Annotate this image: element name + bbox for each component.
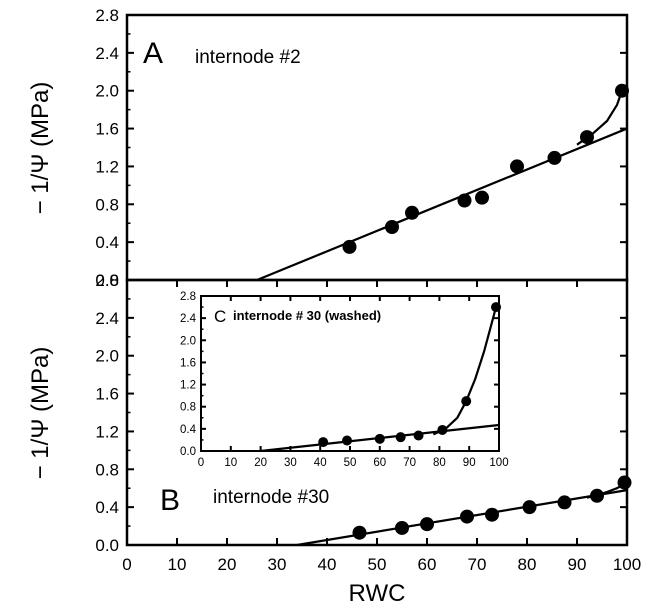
panel-a-data-point	[615, 83, 629, 98]
panel-b-y-axis-title: − 1/Ψ (MPa)	[27, 347, 54, 480]
panel-b-y-tick-label: 0.4	[95, 498, 119, 517]
panel-b-x-tick-label: 40	[318, 555, 337, 574]
panel-b-x-tick-label: 0	[122, 555, 131, 574]
panel-c-y-tick-label: 1.6	[180, 357, 196, 369]
panel-b-x-tick-label: 90	[568, 555, 587, 574]
panel-a-y-tick-label: 2.8	[95, 6, 119, 25]
panel-a-data-point	[547, 150, 562, 165]
panel-a-points	[342, 83, 629, 254]
panel-c-points	[318, 302, 502, 448]
panel-a: 0.0 0.4 0.8 1.2 1.6 2.0 2.4 2.8 A internode #2	[95, 6, 629, 290]
panel-b-points	[352, 475, 632, 540]
panel-c-y-tick-label: 2.0	[180, 335, 196, 347]
panel-b-data-point	[485, 507, 499, 522]
panel-b-data-point	[590, 488, 604, 503]
panel-b-y-tick-label: 2.8	[95, 271, 119, 290]
panel-b-data-point	[352, 525, 367, 540]
panel-b-title: internode #30	[213, 487, 329, 508]
panel-c-y-tick-label: 2.4	[180, 313, 197, 325]
panel-a-y-tick-label: 2.0	[95, 82, 119, 101]
panel-a-data-point	[475, 190, 489, 205]
panel-b-x-tick-label: 80	[518, 555, 537, 574]
panel-c-data-point	[342, 435, 353, 446]
panel-b-y-tick-label: 1.6	[95, 385, 119, 404]
panel-a-y-tick-label: 0.8	[95, 195, 119, 214]
panel-c-data-point	[413, 430, 424, 441]
panel-b-letter: B	[160, 484, 180, 517]
panel-a-data-point	[457, 193, 472, 208]
panel-b-x-tick-label: 10	[168, 555, 187, 574]
panel-c-x-tick-label: 30	[284, 457, 297, 469]
panel-b-y-tick-label: 0.0	[95, 536, 119, 555]
panel-b-x-tick-label: 100	[613, 555, 641, 574]
panel-c-x-tick-label: 40	[314, 457, 327, 469]
panel-a-lines	[256, 90, 628, 282]
panel-c-x-tick-label: 100	[489, 457, 508, 469]
x-axis-title: RWC	[349, 580, 406, 607]
panel-c-y-tick-label: 1.2	[180, 380, 196, 392]
panel-a-data-point	[342, 239, 357, 254]
panel-c-data-point	[395, 432, 406, 443]
panel-a-y-tick-label: 0.4	[95, 233, 119, 252]
panel-a-data-point	[580, 130, 594, 145]
panel-c-data-point	[318, 437, 329, 448]
panel-a-data-point	[405, 205, 419, 220]
panel-b-x-tick-label: 70	[468, 555, 487, 574]
panel-a-linear-fit	[256, 127, 628, 282]
panel-a-y-tick-label: 0.0	[95, 271, 119, 290]
panel-b-y-tick-label: 1.2	[95, 422, 119, 441]
panel-b-x-tick-label: 30	[268, 555, 287, 574]
panel-c-data-point	[437, 424, 448, 435]
panel-c-y-tick-label: 2.8	[180, 291, 196, 303]
panel-c-ticks: 0.0 0.4 0.8 1.2 1.6 2.0 2.4 2.8 0 10 20 30 40 50 60 70 8…	[180, 291, 509, 469]
panel-b-y-tick-label: 2.4	[95, 309, 119, 328]
panel-c-x-tick-label: 90	[463, 457, 476, 469]
panel-a-y-tick-label: 2.4	[95, 44, 119, 63]
panel-c-inset: 0.0 0.4 0.8 1.2 1.6 2.0 2.4 2.8 0 10 20 30 40 50 60 70 8…	[180, 291, 509, 469]
panel-b-data-point	[522, 500, 537, 515]
panel-a-ticks: 0.0 0.4 0.8 1.2 1.6 2.0 2.4 2.8	[95, 6, 627, 290]
panel-c-x-tick-label: 10	[224, 457, 237, 469]
panel-b: 0.0 0.4 0.8 1.2 1.6 2.0 2.4 2.8 0 10 20 30 40 50 60 70 8…	[95, 271, 641, 574]
panel-c-data-point	[461, 396, 472, 407]
panel-b-y-tick-label: 2.0	[95, 347, 119, 366]
panel-a-y-tick-label: 1.6	[95, 120, 119, 139]
panel-c-x-tick-label: 70	[403, 457, 416, 469]
panel-c-letter: C	[214, 307, 226, 326]
panel-a-y-tick-label: 1.2	[95, 157, 119, 176]
panel-c-y-tick-label: 0.8	[180, 402, 196, 414]
panel-c-y-tick-label: 0.4	[180, 424, 197, 436]
panel-b-y-tick-label: 0.8	[95, 460, 119, 479]
panel-b-data-point	[460, 509, 474, 524]
panel-b-data-point	[395, 520, 409, 535]
panel-c-x-tick-label: 0	[198, 457, 204, 469]
panel-a-data-point	[510, 159, 524, 174]
panel-a-title: internode #2	[195, 47, 301, 68]
panel-c-curve-fit	[432, 306, 498, 436]
panel-b-data-point	[420, 517, 434, 532]
panel-b-x-tick-label: 50	[368, 555, 387, 574]
panel-a-data-point	[385, 220, 399, 234]
panel-b-data-point	[617, 475, 632, 490]
panel-c-x-tick-label: 50	[344, 457, 357, 469]
panel-b-ticks: 0.0 0.4 0.8 1.2 1.6 2.0 2.4 2.8 0 10 20 30 40 50 60 70 8…	[95, 271, 641, 574]
panel-c-data-point	[491, 302, 502, 313]
panel-c-title: internode # 30 (washed)	[233, 308, 381, 323]
panel-b-data-point	[557, 495, 572, 510]
panel-c-x-tick-label: 60	[373, 457, 386, 469]
panel-c-data-point	[374, 433, 385, 444]
panel-c-x-tick-label: 20	[254, 457, 267, 469]
panel-b-x-tick-label: 60	[418, 555, 437, 574]
panel-b-x-tick-label: 20	[218, 555, 237, 574]
panel-a-y-axis-title: − 1/Ψ (MPa)	[27, 82, 54, 215]
panel-c-y-tick-label: 0.0	[180, 446, 196, 458]
panel-a-letter: A	[143, 37, 163, 70]
panel-c-x-tick-label: 80	[433, 457, 446, 469]
